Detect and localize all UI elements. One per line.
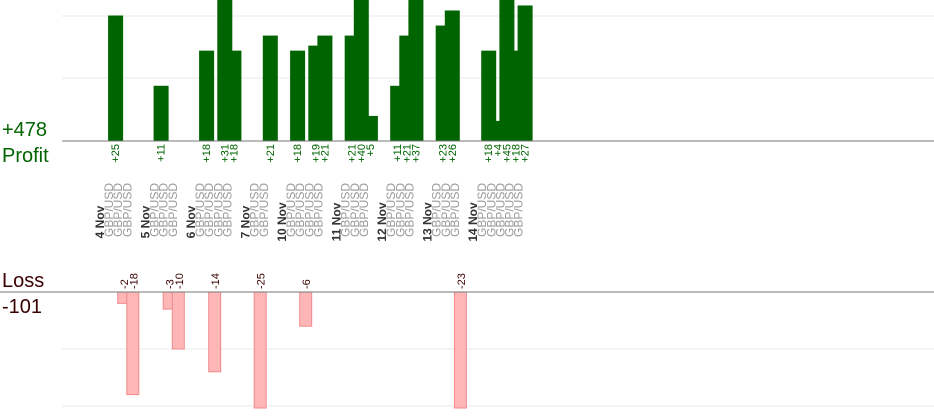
pair-label: GBP/USD — [448, 183, 462, 237]
profit-value-label: +21 — [265, 144, 277, 163]
loss-value-label: -14 — [210, 273, 222, 289]
loss-value-label: -6 — [301, 279, 313, 289]
pair-label: GBP/USD — [430, 183, 444, 237]
loss-value-label: -23 — [456, 273, 468, 289]
bar-layer — [108, 0, 533, 409]
date-label: 14 Nov — [466, 202, 480, 242]
pair-label: GBP/USD — [348, 183, 362, 237]
pair-label: GBP/USD — [302, 183, 316, 237]
profit-bar — [353, 0, 369, 141]
profit-bar — [317, 35, 333, 141]
pair-label: GBP/USD — [384, 183, 398, 237]
loss-total: -101 — [2, 296, 43, 318]
profit-bar — [199, 50, 215, 141]
pair-label: GBP/USD — [357, 183, 371, 237]
profit-bar — [262, 35, 278, 141]
profit-value-label: +31 — [219, 144, 231, 163]
pair-label: GBP/USD — [439, 183, 453, 237]
profit-value-label: +27 — [520, 144, 532, 163]
profit-bar — [444, 10, 460, 142]
profit-bar — [517, 5, 533, 141]
profit-value-label: +4 — [492, 144, 504, 157]
pair-label: GBP/USD — [475, 183, 489, 237]
profit-value-label: +18 — [201, 144, 213, 163]
profit-value-label: +18 — [292, 144, 304, 163]
profit-value-label: +11 — [392, 144, 404, 162]
pair-label: GBP/USD — [512, 183, 526, 237]
pair-label: GBP/USD — [402, 183, 416, 237]
date-label: 13 Nov — [421, 202, 435, 242]
profit-value-label: +5 — [365, 144, 377, 157]
pair-label: GBP/USD — [393, 183, 407, 237]
loss-value-label: -2 — [119, 279, 131, 289]
date-label: 4 Nov — [93, 205, 107, 238]
pair-label: GBP/USD — [193, 183, 207, 237]
loss-bar — [453, 291, 467, 409]
axis-lines — [0, 140, 934, 293]
pair-label: GBP/USD — [102, 183, 116, 237]
profit-value-label: +11 — [156, 144, 168, 162]
pair-label: GBP/USD — [293, 183, 307, 237]
pair-label: GBP/USD — [284, 183, 298, 237]
profit-value-label: +19 — [310, 144, 322, 163]
profit-value-label: +23 — [438, 144, 450, 163]
profit-value-label: +45 — [501, 144, 513, 163]
date-label: 12 Nov — [375, 202, 389, 242]
profit-value-label: +21 — [319, 144, 331, 163]
profit-value-label: +18 — [228, 144, 240, 163]
loss-value-label: -10 — [174, 273, 186, 289]
pair-label: GBP/USD — [503, 183, 517, 237]
pair-label: GBP/USD — [493, 183, 507, 237]
pair-label: GBP/USD — [484, 183, 498, 237]
profit-total: +478 — [2, 119, 48, 141]
pair-label: GBP/USD — [157, 183, 171, 237]
profit-bar — [153, 85, 169, 141]
profit-bar — [290, 50, 306, 141]
loss-value-label: -18 — [128, 273, 140, 289]
date-label: 10 Nov — [275, 202, 289, 242]
profit-value-label: +26 — [447, 144, 459, 163]
pair-label: GBP/USD — [120, 183, 134, 237]
date-label: 6 Nov — [184, 205, 198, 238]
profit-value-label: +18 — [511, 144, 523, 163]
pair-label: GBP/USD — [111, 183, 125, 237]
pair-label: GBP/USD — [166, 183, 180, 237]
profit-value-label: +21 — [401, 144, 413, 163]
loss-value-label: -25 — [256, 273, 268, 289]
pair-label: GBP/USD — [220, 183, 234, 237]
profit-value-label: +18 — [483, 144, 495, 163]
loss-value-label: -3 — [165, 279, 177, 289]
profit-bar — [362, 115, 378, 141]
pair-label: GBP/USD — [211, 183, 225, 237]
pair-label: GBP/USD — [148, 183, 162, 237]
loss-bar — [171, 291, 185, 350]
profit-bar — [226, 50, 242, 141]
loss-bar — [208, 291, 222, 373]
profit-value-label: +25 — [110, 144, 122, 163]
date-label: 5 Nov — [139, 205, 153, 238]
pair-label: GBP/USD — [339, 183, 353, 237]
profit-bar — [108, 15, 124, 141]
date-label: 7 Nov — [239, 205, 253, 238]
profit-value-label: +21 — [347, 144, 359, 163]
profit-value-label: +40 — [356, 144, 368, 163]
pair-label: GBP/USD — [202, 183, 216, 237]
profit-bar — [408, 0, 424, 141]
loss-label: Loss — [2, 270, 45, 292]
date-label: 11 Nov — [330, 202, 344, 241]
pair-label: GBP/USD — [311, 183, 325, 237]
pair-label: GBP/USD — [248, 183, 262, 237]
profit-label: Profit — [2, 145, 49, 167]
profit-value-label: +37 — [410, 144, 422, 163]
loss-bar — [299, 291, 313, 327]
loss-bar — [126, 291, 140, 396]
loss-bar — [253, 291, 267, 409]
pair-label: GBP/USD — [257, 183, 271, 237]
profit-bar — [481, 50, 497, 141]
